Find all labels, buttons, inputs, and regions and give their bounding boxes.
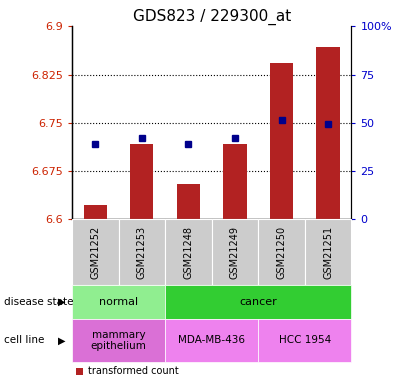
Text: GSM21249: GSM21249 xyxy=(230,226,240,279)
Text: GSM21250: GSM21250 xyxy=(277,226,286,279)
Text: GSM21253: GSM21253 xyxy=(137,226,147,279)
Text: normal: normal xyxy=(99,297,138,307)
Text: cancer: cancer xyxy=(239,297,277,307)
Text: disease state: disease state xyxy=(4,297,74,307)
Text: GSM21248: GSM21248 xyxy=(183,226,193,279)
Bar xyxy=(177,184,200,219)
Text: transformed count: transformed count xyxy=(88,366,178,375)
Text: ▶: ▶ xyxy=(58,297,65,307)
Text: GSM21251: GSM21251 xyxy=(323,226,333,279)
Bar xyxy=(270,63,293,219)
Bar xyxy=(130,144,153,219)
Text: ▶: ▶ xyxy=(58,335,65,345)
Bar xyxy=(316,47,340,219)
Text: HCC 1954: HCC 1954 xyxy=(279,335,331,345)
Bar xyxy=(83,205,107,219)
Text: MDA-MB-436: MDA-MB-436 xyxy=(178,335,245,345)
Bar xyxy=(223,144,247,219)
Text: cell line: cell line xyxy=(4,335,44,345)
Text: GSM21252: GSM21252 xyxy=(90,226,100,279)
Text: mammary
epithelium: mammary epithelium xyxy=(90,330,146,351)
Title: GDS823 / 229300_at: GDS823 / 229300_at xyxy=(132,9,291,25)
